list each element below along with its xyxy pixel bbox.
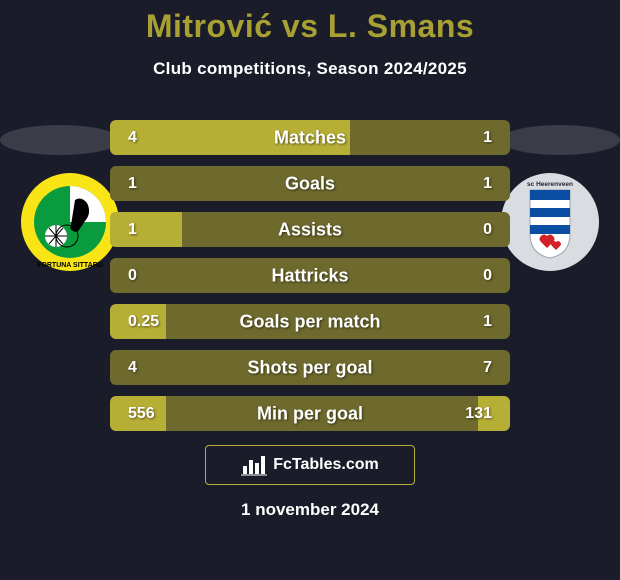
stat-row: Goals1 1 [110, 166, 510, 201]
bar-chart-icon [241, 454, 267, 476]
stats-bars: Matches41Goals11Assists10Hattricks00Goal… [110, 120, 510, 442]
source-attribution: FcTables.com [205, 445, 415, 485]
stat-bar-bg: Goals [110, 166, 510, 201]
stat-label: Min per goal [110, 403, 510, 424]
club-badge-left: FORTUNA SITTARD [20, 172, 120, 272]
stat-value-left: 1 [128, 175, 137, 193]
stat-bar-bg: Min per goal [110, 396, 510, 431]
stat-bar-bg: Shots per goal [110, 350, 510, 385]
stat-value-left: 0.25 [128, 313, 159, 331]
stat-value-right: 1 [483, 129, 492, 147]
stat-row: Goals per match0.25 1 [110, 304, 510, 339]
stat-row: Min per goal556 131 [110, 396, 510, 431]
stat-row: Hattricks0 0 [110, 258, 510, 293]
stat-value-right: 131 [465, 405, 492, 423]
fortuna-sittard-crest-icon: FORTUNA SITTARD [20, 172, 120, 272]
stat-label: Assists [110, 219, 510, 240]
stat-row: Assists1 0 [110, 212, 510, 247]
snapshot-date: 1 november 2024 [0, 500, 620, 520]
stat-value-right: 1 [483, 313, 492, 331]
comparison-title: Mitrović vs L. Smans [0, 0, 620, 45]
stat-value-right: 0 [483, 267, 492, 285]
stat-row: Shots per goal4 7 [110, 350, 510, 385]
player-silhouette-left [0, 125, 120, 155]
source-label: FcTables.com [273, 456, 379, 474]
stat-row: Matches4 1 [110, 120, 510, 155]
stat-bar-bg: Assists [110, 212, 510, 247]
stat-value-right: 1 [483, 175, 492, 193]
stat-value-right: 7 [483, 359, 492, 377]
club-badge-right: sc Heerenveen [500, 172, 600, 272]
stat-label: Hattricks [110, 265, 510, 286]
stat-bar-bg: Matches [110, 120, 510, 155]
svg-text:FORTUNA SITTARD: FORTUNA SITTARD [37, 262, 103, 269]
heerenveen-crest-icon: sc Heerenveen [500, 172, 600, 272]
svg-text:sc Heerenveen: sc Heerenveen [527, 181, 573, 188]
stat-label: Matches [110, 127, 510, 148]
stat-value-left: 1 [128, 221, 137, 239]
stat-bar-bg: Goals per match [110, 304, 510, 339]
player-silhouette-right [500, 125, 620, 155]
stat-bar-bg: Hattricks [110, 258, 510, 293]
stat-value-left: 0 [128, 267, 137, 285]
stat-label: Shots per goal [110, 357, 510, 378]
stat-value-left: 4 [128, 359, 137, 377]
stat-label: Goals [110, 173, 510, 194]
season-subtitle: Club competitions, Season 2024/2025 [0, 59, 620, 79]
stat-value-left: 4 [128, 129, 137, 147]
stat-value-left: 556 [128, 405, 155, 423]
stat-label: Goals per match [110, 311, 510, 332]
stat-value-right: 0 [483, 221, 492, 239]
